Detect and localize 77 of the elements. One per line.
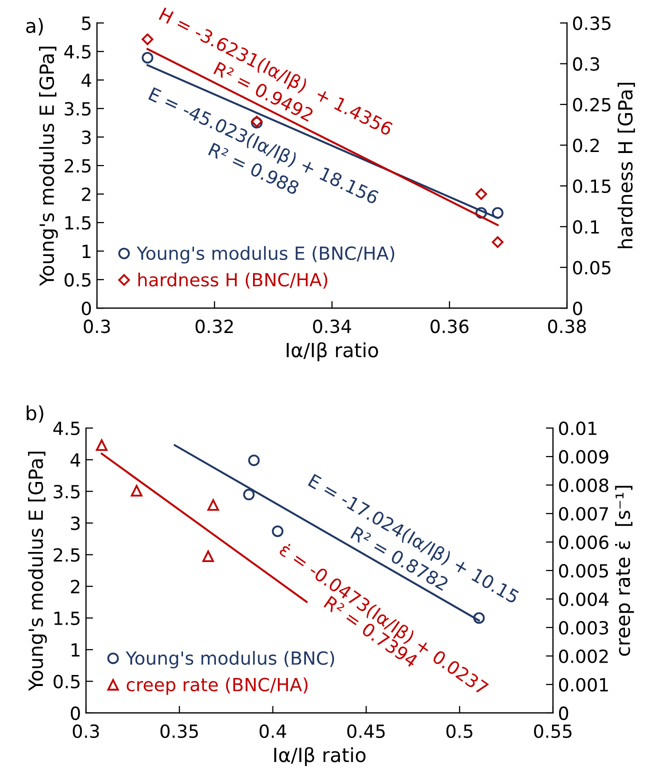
y-tick-label: 3 (82, 130, 91, 144)
y-tick-label: 0.5 (54, 674, 80, 688)
x-tick-label: 0.35 (160, 724, 198, 738)
y2-tick-label: 0.15 (573, 179, 610, 194)
legend-label: creep rate (BNC/HA) (126, 677, 308, 695)
y2-tick-label: 0 (559, 706, 568, 720)
x-tick-label: 0.45 (347, 724, 385, 738)
y2-tick-label: 0.3 (573, 57, 600, 71)
point (475, 188, 488, 200)
y2-tick-label: 0.2 (573, 138, 599, 152)
x-tick-label: 0.3 (84, 320, 110, 334)
x-tick-label: 0.3 (72, 724, 99, 738)
y-axis-title: Young's modulus E [GPa] (28, 452, 47, 691)
point (96, 439, 108, 451)
y-tick-label: 0 (82, 302, 91, 316)
y2-tick-label: 0.1 (573, 220, 599, 234)
x-tick-label: 0.5 (446, 724, 472, 738)
y-axis-title: Young's modulus E [GPa] (39, 46, 58, 286)
point (207, 499, 219, 511)
x-tick-label: 0.32 (196, 320, 233, 334)
y-tick-label: 2.5 (64, 159, 91, 173)
x-tick-label: 0.36 (430, 320, 468, 334)
y-tick-label: 4.5 (53, 422, 80, 436)
x-tick-label: 0.55 (534, 724, 572, 738)
point (272, 525, 284, 538)
y2-tick-label: 0.01 (559, 422, 596, 436)
y2-tick-label: 0.004 (559, 592, 609, 606)
y-tick-label: 4 (82, 74, 92, 87)
x-tick-label: 0.34 (313, 320, 352, 334)
legend-label: Young's modulus (BNC) (126, 650, 334, 668)
x-axis-title: Iα/Iβ ratio (274, 747, 366, 766)
x-tick-label: 0.38 (548, 320, 586, 334)
text: a) (26, 18, 43, 36)
y-tick-label: 1 (82, 244, 90, 258)
point (142, 33, 154, 46)
y2-tick-label: 0.001 (559, 678, 608, 692)
y2-tick-label: 0.35 (573, 16, 610, 30)
y2-tick-label: 0.009 (559, 450, 608, 464)
y-tick-label: 2 (82, 188, 90, 201)
y-tick-label: 1.5 (65, 216, 91, 230)
point (130, 484, 142, 497)
y2-tick-label: 0 (573, 302, 582, 316)
y-tick-label: 0 (70, 706, 80, 720)
y2-tick-label: 0.005 (559, 564, 608, 578)
y2-tick-label: 0.006 (559, 535, 608, 550)
point (248, 454, 260, 466)
point (473, 612, 485, 624)
y-tick-label: 2 (70, 580, 80, 594)
y-tick-label: 3.5 (64, 102, 91, 116)
y-tick-label: 4 (70, 453, 80, 467)
y2-axis-title: hardness H [GPa] (618, 82, 635, 248)
y2-tick-label: 0.008 (559, 478, 608, 492)
point (142, 52, 154, 64)
point (492, 207, 504, 219)
y2-tick-label: 0.007 (559, 506, 608, 521)
point (243, 488, 255, 500)
point (492, 236, 504, 248)
y-tick-label: 2.5 (54, 548, 80, 562)
y-tick-label: 0.5 (64, 273, 91, 287)
y-tick-label: 3 (71, 516, 80, 530)
point (202, 550, 214, 562)
y-tick-label: 4.5 (64, 45, 91, 59)
y-tick-label: 1 (72, 643, 80, 657)
y-tick-label: 3.5 (54, 484, 80, 498)
text: b) (26, 405, 44, 423)
legend-label: hardness H (BNC/HA) (138, 272, 328, 289)
y2-tick-label: 0.05 (573, 260, 610, 274)
y2-axis-title: creep rate ε̇ [s⁻¹] (615, 486, 634, 656)
y2-tick-label: 0.25 (573, 98, 610, 112)
y2-tick-label: 0.003 (559, 620, 608, 635)
x-axis-title: Iα/Iβ ratio (286, 342, 378, 362)
x-tick-label: 0.4 (260, 724, 286, 738)
y-tick-label: 1.5 (54, 612, 80, 626)
y2-tick-label: 0.002 (559, 649, 608, 664)
legend-label: Young's modulus E (BNC/HA) (136, 246, 394, 264)
y-tick-label: 5 (82, 16, 91, 30)
point (475, 207, 487, 219)
